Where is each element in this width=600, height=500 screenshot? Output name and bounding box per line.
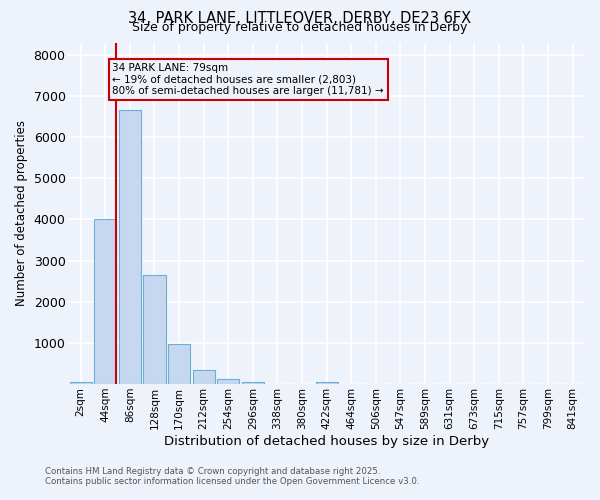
Bar [193, 370, 215, 384]
Bar [217, 378, 239, 384]
Text: 34, PARK LANE, LITTLEOVER, DERBY, DE23 6FX: 34, PARK LANE, LITTLEOVER, DERBY, DE23 6… [128, 11, 472, 26]
Bar [119, 110, 141, 384]
Text: Contains HM Land Registry data © Crown copyright and database right 2025.: Contains HM Land Registry data © Crown c… [45, 467, 380, 476]
Bar [168, 344, 190, 384]
Text: 34 PARK LANE: 79sqm
← 19% of detached houses are smaller (2,803)
80% of semi-det: 34 PARK LANE: 79sqm ← 19% of detached ho… [112, 63, 384, 96]
Y-axis label: Number of detached properties: Number of detached properties [15, 120, 28, 306]
Text: Contains public sector information licensed under the Open Government Licence v3: Contains public sector information licen… [45, 477, 419, 486]
Bar [70, 382, 92, 384]
Bar [316, 382, 338, 384]
Bar [94, 219, 116, 384]
Text: Size of property relative to detached houses in Derby: Size of property relative to detached ho… [133, 21, 467, 34]
Bar [242, 382, 264, 384]
X-axis label: Distribution of detached houses by size in Derby: Distribution of detached houses by size … [164, 434, 489, 448]
Bar [143, 275, 166, 384]
